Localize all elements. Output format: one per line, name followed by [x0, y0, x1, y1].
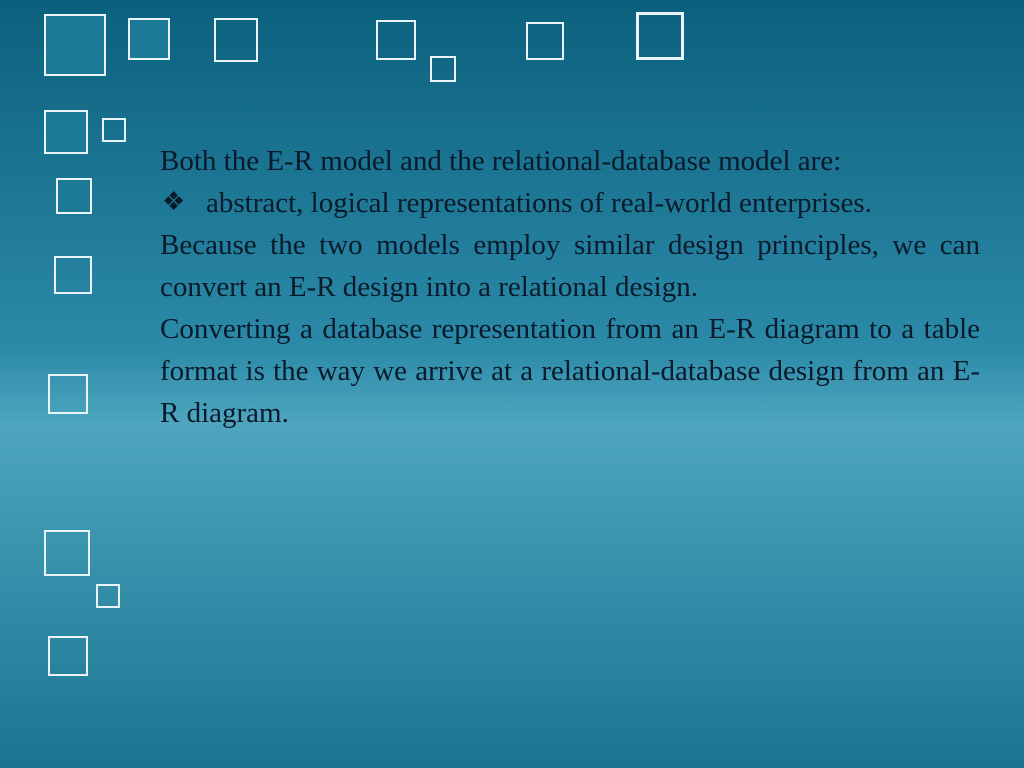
decor-square-13	[96, 584, 120, 608]
paragraph-2: Because the two models employ similar de…	[160, 224, 980, 308]
decor-square-1	[128, 18, 170, 60]
decor-square-14	[48, 636, 88, 676]
decor-square-11	[48, 374, 88, 414]
decor-square-3	[376, 20, 416, 60]
slide-content: Both the E-R model and the relational-da…	[160, 140, 980, 434]
decor-square-9	[56, 178, 92, 214]
diamond-bullet-icon: ❖	[160, 182, 206, 222]
para2-text: Because the two models employ similar de…	[160, 229, 980, 303]
decor-square-7	[44, 110, 88, 154]
decor-square-8	[102, 118, 126, 142]
decor-square-2	[214, 18, 258, 62]
decor-square-4	[430, 56, 456, 82]
paragraph-3: Converting a database representation fro…	[160, 308, 980, 434]
decor-square-12	[44, 530, 90, 576]
decor-square-6	[636, 12, 684, 60]
intro-paragraph: Both the E-R model and the relational-da…	[160, 140, 980, 182]
decor-square-0	[44, 14, 106, 76]
decor-square-5	[526, 22, 564, 60]
bullet-item: ❖ abstract, logical representations of r…	[160, 182, 980, 224]
bullet-text: abstract, logical representations of rea…	[206, 182, 980, 224]
decor-square-10	[54, 256, 92, 294]
